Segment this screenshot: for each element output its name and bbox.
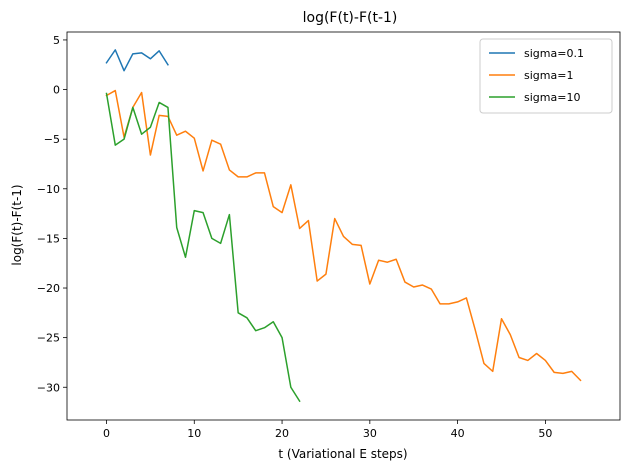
- x-tick-label: 20: [275, 427, 289, 440]
- axes-frame: [66, 31, 621, 421]
- x-tick-label: 40: [451, 427, 465, 440]
- y-axis-label: log(F(t)-F(t-1): [10, 184, 24, 265]
- y-tick-label: −10: [37, 183, 60, 196]
- legend-label: sigma=0.1: [524, 47, 584, 60]
- x-tick-label: 10: [187, 427, 201, 440]
- y-tick-label: −5: [44, 133, 60, 146]
- x-tick-label: 0: [103, 427, 110, 440]
- y-tick-label: −30: [37, 381, 60, 394]
- chart-title: log(F(t)-F(t-1): [303, 10, 398, 26]
- x-axis-label: t (Variational E steps): [278, 447, 407, 461]
- series-line-2: [105, 92, 301, 403]
- legend-label: sigma=1: [524, 69, 573, 82]
- y-tick-label: −20: [37, 282, 60, 295]
- y-tick-label: −15: [37, 232, 60, 245]
- x-tick-label: 50: [538, 427, 552, 440]
- legend-box: [479, 38, 613, 114]
- legend-label: sigma=10: [524, 91, 580, 104]
- plot-area: 0 10 20 30 40 5050−5−10−15−20−25−30sigma=0.1s…: [37, 31, 621, 440]
- y-tick-label: 5: [53, 34, 60, 47]
- x-tick-label: 30: [363, 427, 377, 440]
- series-line-1: [105, 89, 582, 382]
- y-tick-label: 0: [53, 84, 60, 97]
- series-line-0: [105, 49, 169, 72]
- y-tick-label: −25: [37, 332, 60, 345]
